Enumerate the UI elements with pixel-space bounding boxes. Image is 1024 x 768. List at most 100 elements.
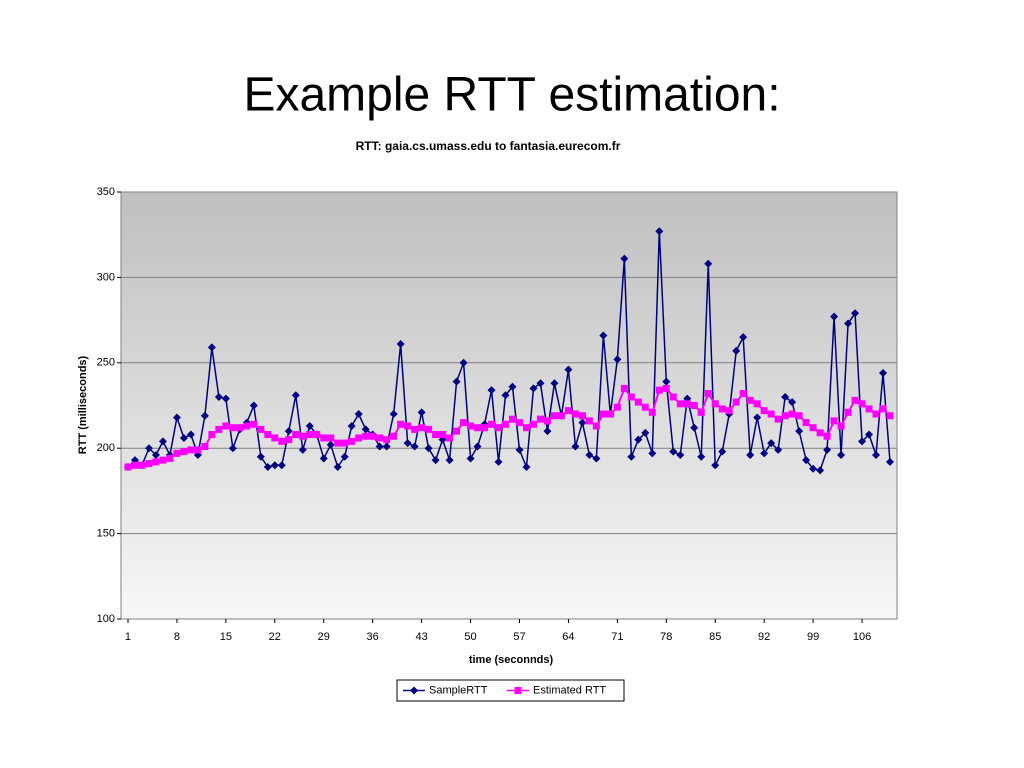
x-tick-label: 106 <box>853 631 871 643</box>
point <box>172 413 181 422</box>
x-tick-label: 85 <box>709 631 721 643</box>
chart-title: RTT: gaia.cs.umass.edu to fantasia.eurec… <box>356 139 621 153</box>
point <box>557 412 565 420</box>
point <box>194 446 202 454</box>
point <box>634 398 642 406</box>
point <box>718 405 726 413</box>
x-tick-label: 15 <box>220 631 232 643</box>
point <box>676 400 684 408</box>
point <box>298 445 307 454</box>
point <box>508 382 517 391</box>
point <box>662 377 671 386</box>
point <box>872 451 881 460</box>
y-axis-label: RTT (milliseconds) <box>77 355 89 454</box>
y-tick-label: 200 <box>97 442 115 454</box>
point <box>858 400 866 408</box>
point <box>830 417 838 425</box>
point <box>578 412 586 420</box>
point <box>452 377 461 386</box>
point <box>124 463 132 471</box>
point <box>341 439 349 447</box>
series-line <box>127 231 891 472</box>
point <box>481 424 489 432</box>
point <box>467 422 475 430</box>
point <box>739 333 748 342</box>
point <box>879 405 887 413</box>
point <box>236 424 244 432</box>
point <box>627 452 636 461</box>
point <box>592 422 600 430</box>
point <box>270 461 279 470</box>
point <box>432 431 440 439</box>
point <box>410 442 419 451</box>
point <box>186 430 195 439</box>
point <box>732 346 741 355</box>
point <box>424 444 433 453</box>
point <box>249 401 258 410</box>
point <box>711 461 720 470</box>
point <box>529 384 538 393</box>
point <box>214 392 223 401</box>
point <box>376 434 384 442</box>
point <box>571 410 579 418</box>
point <box>327 434 335 442</box>
point <box>564 365 573 374</box>
point <box>564 407 572 415</box>
point <box>697 452 706 461</box>
point <box>550 379 559 388</box>
point <box>222 422 230 430</box>
point <box>466 454 475 463</box>
point <box>886 457 895 466</box>
point <box>802 456 811 465</box>
point <box>257 425 265 433</box>
point <box>753 413 762 422</box>
point <box>494 457 503 466</box>
point <box>872 410 880 418</box>
point <box>354 410 363 419</box>
point <box>879 369 888 378</box>
point <box>865 430 874 439</box>
point <box>592 454 601 463</box>
point <box>578 418 587 427</box>
point <box>809 464 818 473</box>
point <box>264 431 272 439</box>
x-tick-label: 29 <box>318 631 330 643</box>
point <box>823 432 831 440</box>
point <box>865 405 873 413</box>
point <box>418 424 426 432</box>
point <box>179 433 188 442</box>
point <box>823 445 832 454</box>
point <box>669 393 677 401</box>
point <box>536 415 544 423</box>
point <box>355 434 363 442</box>
point <box>788 410 796 418</box>
legend-label: SampleRTT <box>429 684 488 696</box>
x-tick-label: 8 <box>174 631 180 643</box>
point <box>306 431 314 439</box>
point <box>166 454 174 462</box>
x-tick-label: 71 <box>611 631 623 643</box>
point <box>362 432 370 440</box>
point <box>599 410 607 418</box>
point <box>774 445 783 454</box>
point <box>802 419 810 427</box>
point <box>277 461 286 470</box>
point <box>397 420 405 428</box>
point <box>145 460 153 468</box>
point <box>704 259 713 268</box>
point <box>361 425 370 434</box>
point <box>278 437 286 445</box>
point <box>320 434 328 442</box>
point <box>648 408 656 416</box>
point <box>229 424 237 432</box>
point <box>313 431 321 439</box>
point <box>144 444 153 453</box>
point <box>151 451 160 460</box>
point <box>543 427 552 436</box>
point <box>221 394 230 403</box>
point <box>613 403 621 411</box>
point <box>704 390 712 398</box>
point <box>487 386 496 395</box>
point <box>683 400 691 408</box>
